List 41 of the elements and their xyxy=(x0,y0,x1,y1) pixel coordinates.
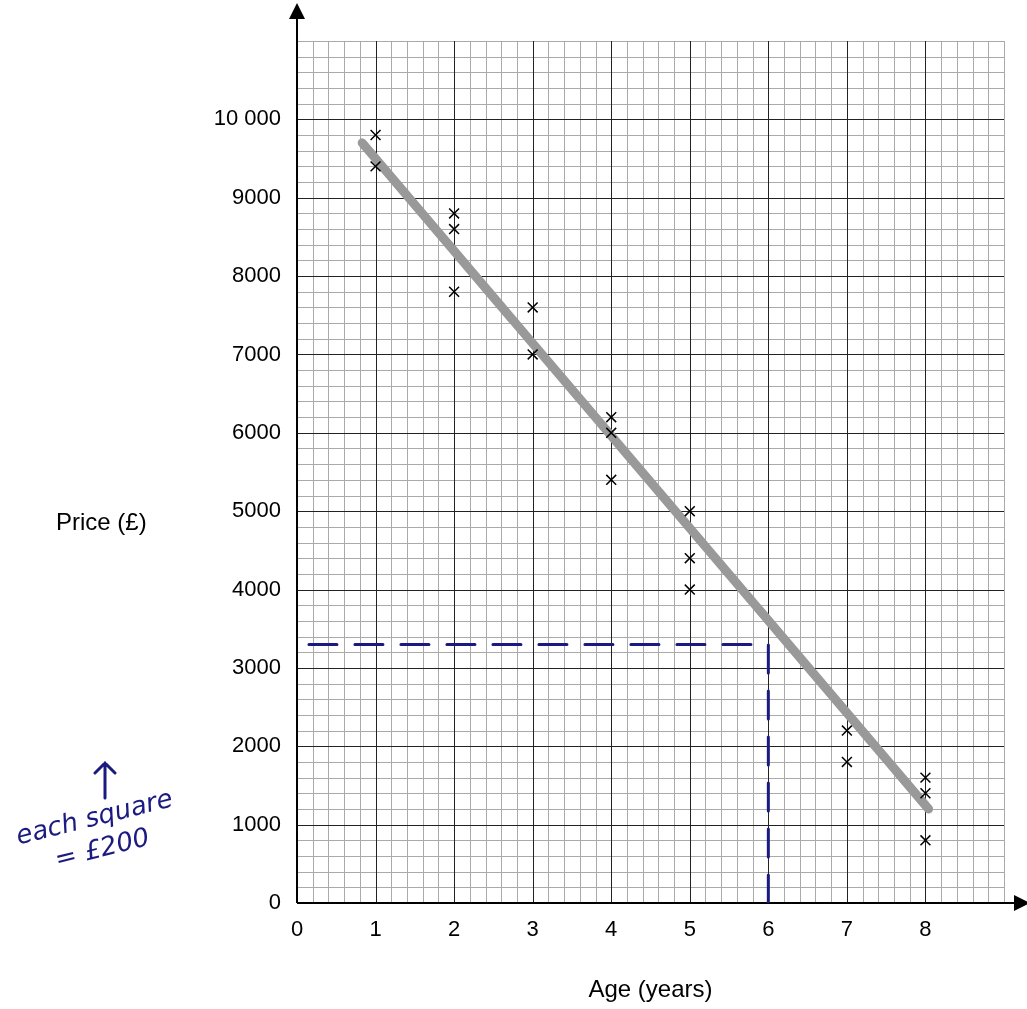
x-tick-label: 3 xyxy=(526,916,539,942)
point xyxy=(369,160,382,173)
y-tick-label: 6000 xyxy=(232,418,281,444)
y-tick-label: 10 000 xyxy=(213,105,281,131)
point xyxy=(605,411,617,423)
point xyxy=(684,552,696,564)
y-axis-title: Price (£) xyxy=(56,508,147,536)
y-tick-label: 8000 xyxy=(232,262,281,288)
point xyxy=(919,834,932,847)
point xyxy=(448,223,460,235)
y-tick-label: 5000 xyxy=(232,497,281,523)
x-tick-label: 2 xyxy=(447,916,461,942)
y-tick-label: 7000 xyxy=(232,340,281,366)
point xyxy=(526,348,539,361)
y-tick-label: 4000 xyxy=(232,575,281,601)
point xyxy=(448,286,460,298)
y-tick-label: 2000 xyxy=(232,732,281,758)
x-tick-label: 5 xyxy=(683,916,696,942)
x-axis-title: Age (years) xyxy=(588,975,713,1003)
y-tick-label: 9000 xyxy=(232,183,281,209)
point xyxy=(369,129,382,141)
point xyxy=(841,724,853,737)
point xyxy=(605,474,617,486)
text: each square = £200 xyxy=(11,781,177,876)
point xyxy=(919,787,932,799)
x-tick-label: 0 xyxy=(290,916,304,942)
point xyxy=(841,756,853,768)
point xyxy=(684,583,696,596)
x-tick-label: 6 xyxy=(762,916,775,942)
point xyxy=(684,505,696,517)
point xyxy=(919,771,932,784)
x-tick-label: 4 xyxy=(605,916,618,942)
y-tick-label: 3000 xyxy=(232,653,281,679)
y-tick-label: 0 xyxy=(268,889,281,915)
point xyxy=(448,207,460,220)
x-tick-label: 7 xyxy=(840,916,854,942)
x-tick-label: 1 xyxy=(369,916,382,942)
x-tick-label: 8 xyxy=(919,916,932,942)
y-tick-label: 1000 xyxy=(232,810,281,836)
point xyxy=(605,427,617,439)
point xyxy=(526,301,539,314)
